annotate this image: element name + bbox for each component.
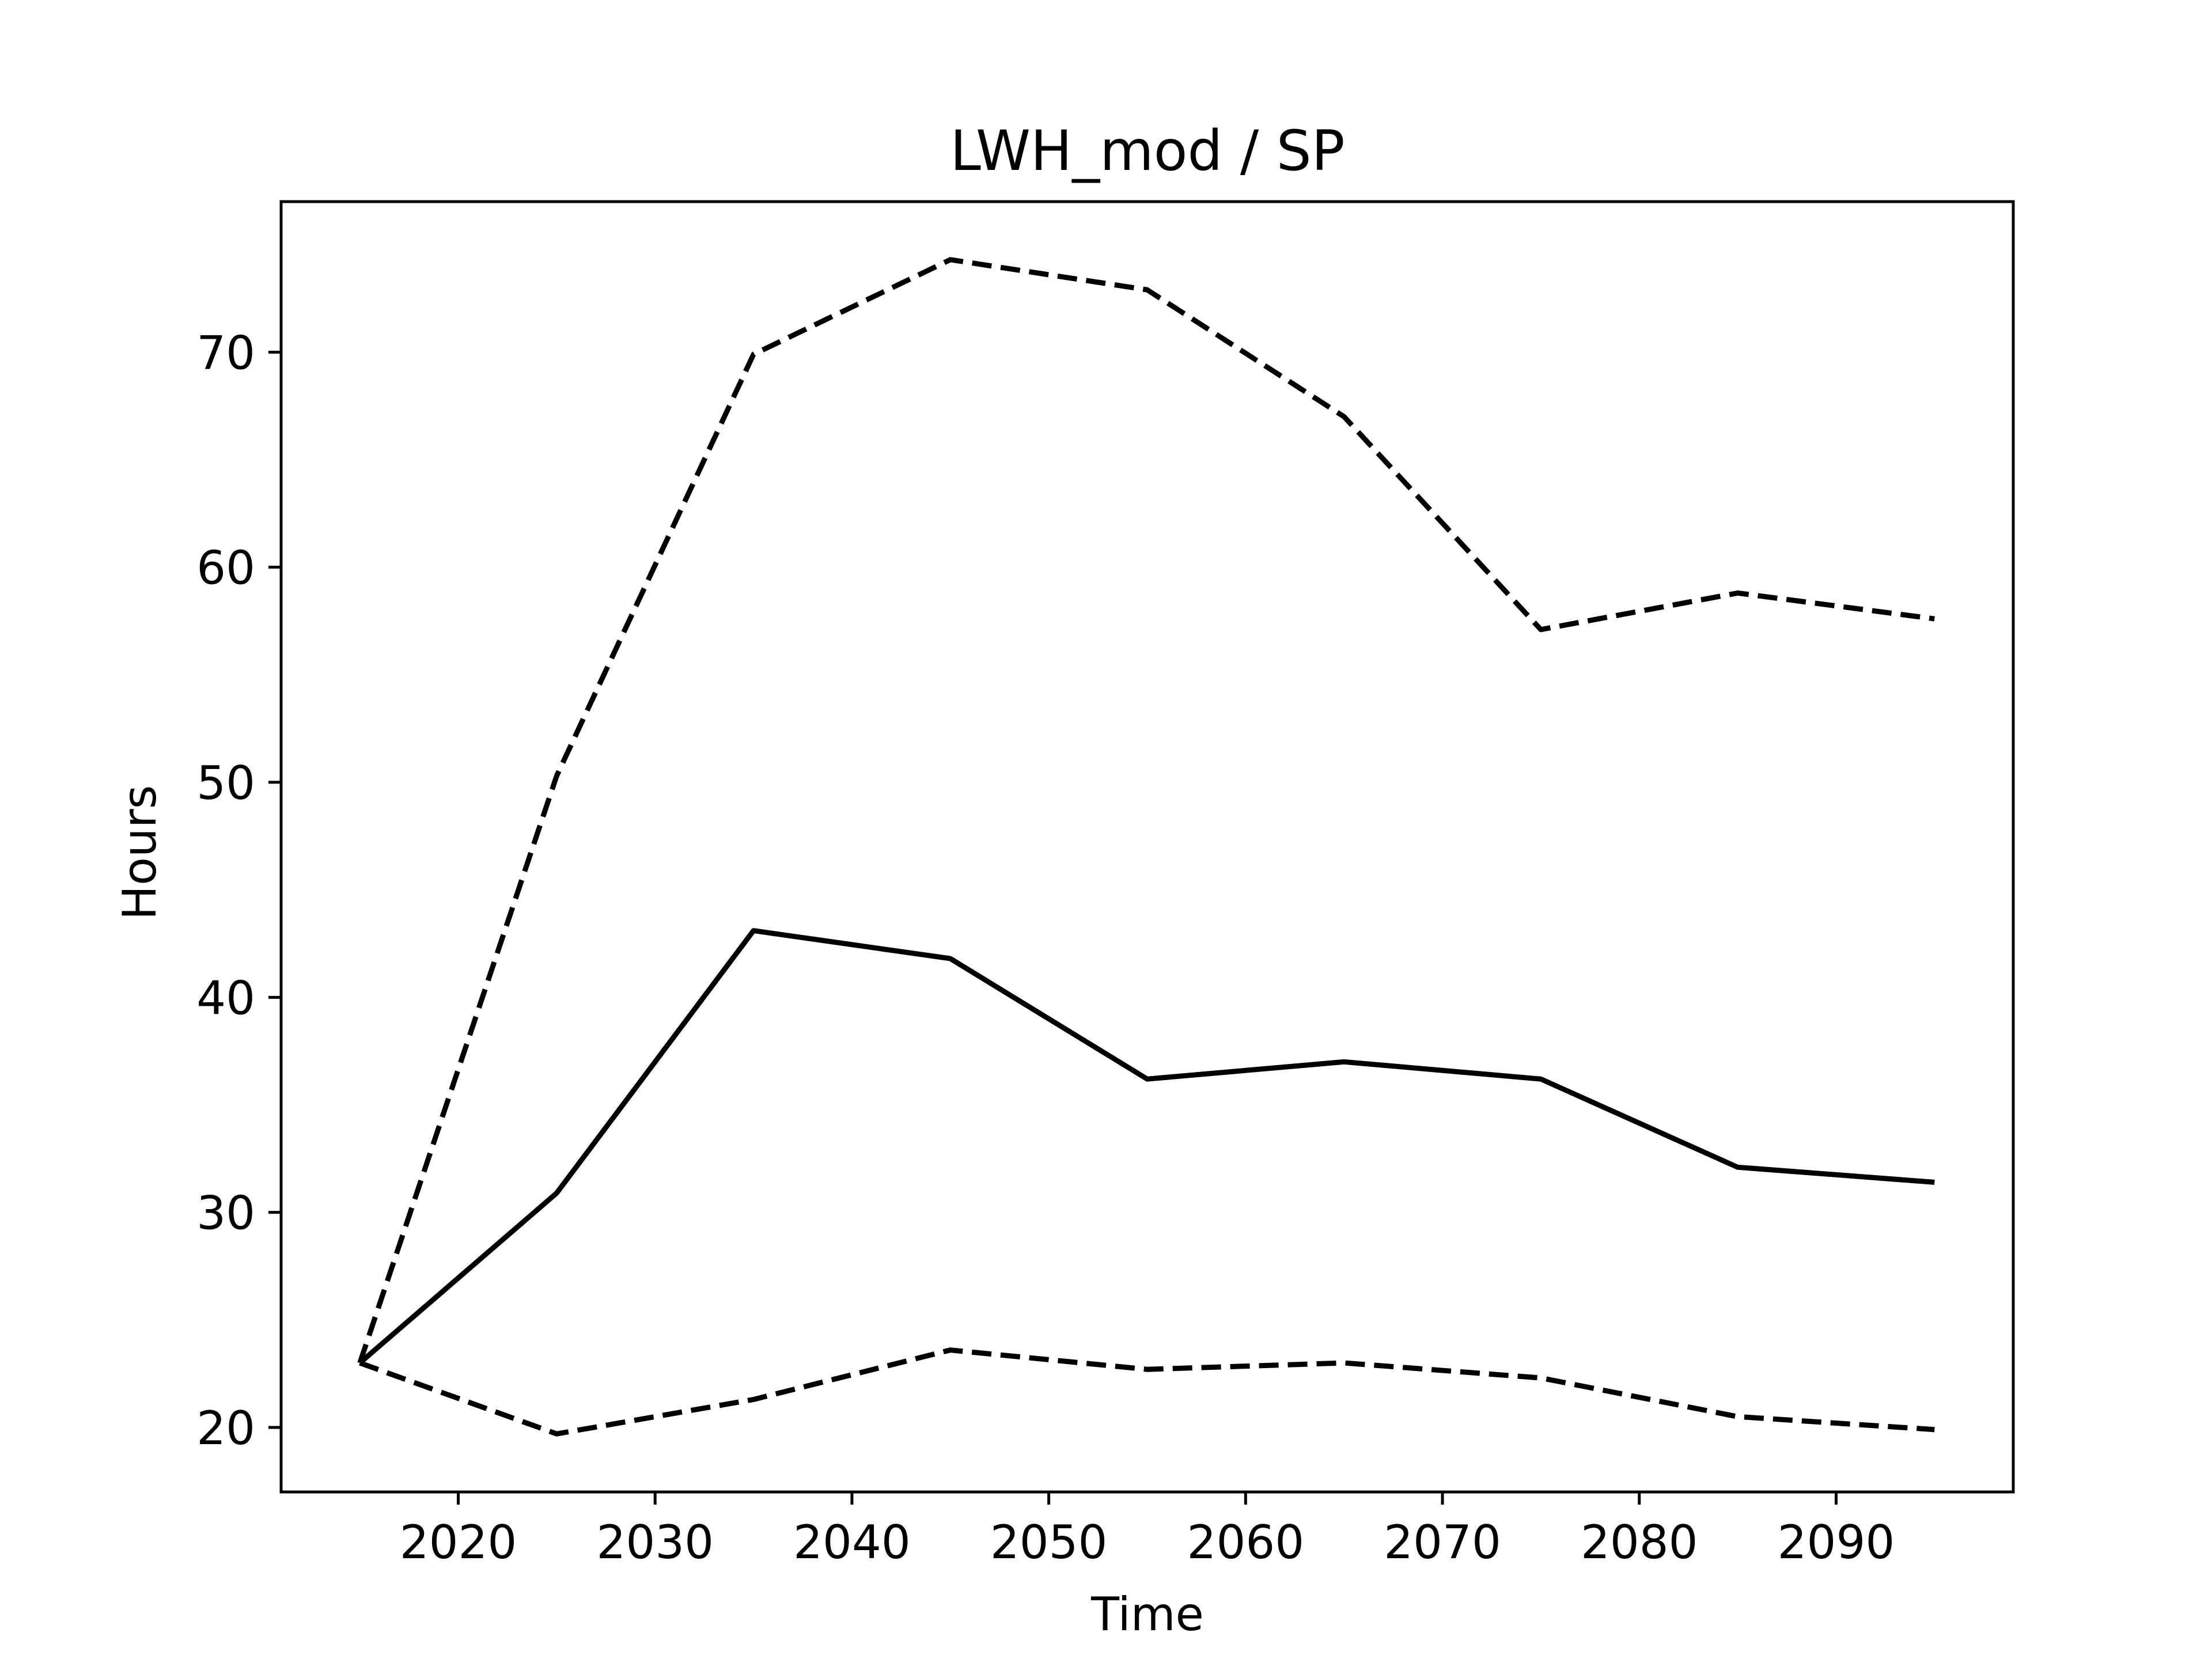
series-lower-dashed-line bbox=[359, 1347, 1935, 1437]
x-tick-label: 2070 bbox=[1384, 1516, 1501, 1569]
y-tick-label: 60 bbox=[196, 541, 255, 595]
series-layer bbox=[357, 257, 1935, 1437]
y-tick-label: 50 bbox=[196, 756, 255, 810]
plot-area bbox=[279, 200, 2015, 1494]
x-tick-label: 2030 bbox=[596, 1516, 714, 1569]
x-tick-label: 2090 bbox=[1778, 1516, 1895, 1569]
x-axis-ticks: 2020 2030 2040 2050 2060 2070 2080 2090 bbox=[400, 1492, 1895, 1569]
x-axis-label: Time bbox=[1090, 1588, 1204, 1641]
x-tick-label: 2060 bbox=[1187, 1516, 1305, 1569]
series-median-solid-line bbox=[358, 928, 1935, 1365]
plot-frame bbox=[279, 200, 2015, 1494]
x-tick-label: 2040 bbox=[793, 1516, 911, 1569]
y-tick-label: 40 bbox=[196, 971, 255, 1025]
chart-title: LWH_mod / SP bbox=[950, 119, 1344, 183]
x-tick-label: 2080 bbox=[1581, 1516, 1698, 1569]
y-tick-label: 20 bbox=[196, 1402, 255, 1455]
y-axis-label: Hours bbox=[113, 785, 166, 920]
x-tick-label: 2020 bbox=[400, 1516, 517, 1569]
y-tick-label: 30 bbox=[196, 1187, 255, 1240]
series-upper-dashed-line bbox=[357, 257, 1935, 1364]
y-axis-ticks: 20 30 40 50 60 70 bbox=[196, 326, 281, 1455]
x-tick-label: 2050 bbox=[990, 1516, 1108, 1569]
y-tick-label: 70 bbox=[196, 326, 255, 380]
